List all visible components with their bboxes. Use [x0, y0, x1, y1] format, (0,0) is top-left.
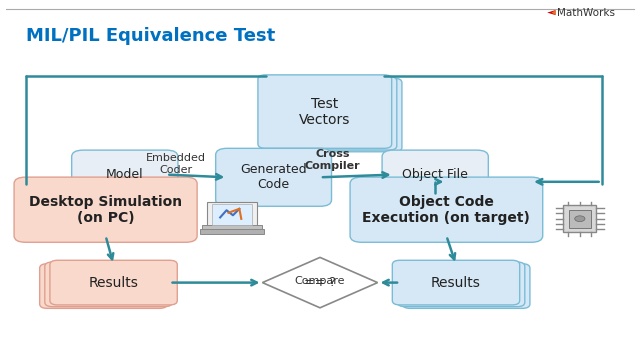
FancyBboxPatch shape [403, 264, 530, 309]
Text: Generated
Code: Generated Code [240, 163, 307, 191]
FancyBboxPatch shape [72, 150, 178, 199]
FancyBboxPatch shape [397, 262, 525, 307]
Text: Embedded
Coder: Embedded Coder [146, 153, 206, 175]
Text: Model: Model [106, 168, 143, 181]
FancyBboxPatch shape [569, 210, 591, 228]
FancyBboxPatch shape [216, 148, 332, 206]
Polygon shape [547, 10, 556, 15]
Text: Object Code
Execution (on target): Object Code Execution (on target) [362, 195, 531, 225]
Polygon shape [552, 10, 556, 15]
FancyBboxPatch shape [207, 202, 257, 228]
FancyBboxPatch shape [40, 264, 167, 309]
FancyBboxPatch shape [268, 78, 402, 152]
FancyBboxPatch shape [212, 204, 252, 225]
FancyBboxPatch shape [45, 262, 172, 307]
FancyBboxPatch shape [563, 205, 596, 232]
FancyBboxPatch shape [350, 177, 543, 242]
Text: Test
Vectors: Test Vectors [299, 96, 351, 127]
Text: Results: Results [89, 276, 138, 289]
FancyBboxPatch shape [200, 229, 264, 234]
FancyBboxPatch shape [14, 177, 197, 242]
Polygon shape [262, 257, 378, 308]
Text: MIL/PIL Equivalence Test: MIL/PIL Equivalence Test [26, 27, 275, 45]
Text: Object File: Object File [403, 168, 468, 181]
FancyBboxPatch shape [382, 150, 488, 199]
Text: MathWorks: MathWorks [557, 8, 615, 18]
FancyBboxPatch shape [258, 75, 392, 148]
FancyBboxPatch shape [392, 260, 520, 305]
Circle shape [575, 216, 585, 222]
Text: Compare: Compare [295, 276, 345, 286]
Text: Cross
Compiler: Cross Compiler [305, 149, 360, 171]
Text: == ?: == ? [304, 276, 336, 289]
FancyBboxPatch shape [202, 225, 262, 230]
FancyBboxPatch shape [263, 77, 397, 150]
FancyBboxPatch shape [50, 260, 177, 305]
Text: Desktop Simulation
(on PC): Desktop Simulation (on PC) [29, 195, 182, 225]
Text: Results: Results [431, 276, 481, 289]
